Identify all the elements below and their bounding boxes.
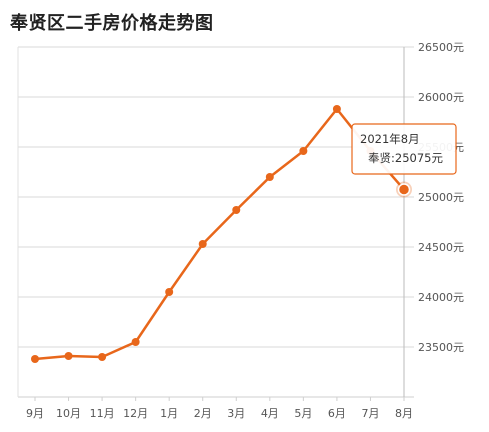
highlighted-data-point[interactable]	[397, 183, 411, 196]
y-tick-label: 23500元	[418, 341, 464, 354]
data-point[interactable]	[299, 147, 308, 155]
x-tick-label: 12月	[123, 407, 148, 420]
y-tick-label: 26500元	[418, 41, 464, 54]
x-tick-label: 11月	[90, 407, 115, 420]
data-point[interactable]	[232, 206, 241, 214]
x-tick-label: 4月	[261, 407, 279, 420]
x-tick-label: 8月	[395, 407, 413, 420]
data-point[interactable]	[131, 338, 140, 346]
x-tick-label: 2月	[194, 407, 212, 420]
x-tick-label: 1月	[160, 407, 178, 420]
data-point[interactable]	[64, 352, 73, 360]
x-tick-label: 6月	[328, 407, 346, 420]
data-point[interactable]	[332, 105, 341, 113]
data-point[interactable]	[31, 355, 39, 363]
series-layer	[31, 105, 412, 363]
tooltip-box	[351, 123, 457, 175]
chart-title: 奉贤区二手房价格走势图	[10, 13, 214, 34]
x-tick-label: 5月	[294, 407, 312, 420]
y-tick-label: 25000元	[418, 191, 464, 204]
series-line	[33, 107, 406, 361]
x-tick-label: 10月	[56, 407, 81, 420]
x-tick-label: 7月	[361, 407, 379, 420]
data-point[interactable]	[165, 288, 174, 296]
y-axis-ticks: 23500元24000元24500元25000元25500元26000元2650…	[418, 41, 464, 354]
y-tick-label: 24500元	[418, 241, 464, 254]
x-tick-label: 3月	[227, 407, 245, 420]
data-point[interactable]	[198, 240, 207, 248]
y-tick-label: 24000元	[418, 291, 464, 304]
tooltip-date: 2021年8月	[360, 132, 420, 146]
grid-lines	[17, 46, 414, 401]
data-point[interactable]	[98, 353, 107, 361]
y-tick-label: 26000元	[418, 91, 464, 104]
x-axis-ticks: 9月 10月 11月 12月 1月 2月 3月 4月 5月 6月 7月 8月	[26, 407, 413, 420]
data-point[interactable]	[265, 173, 274, 181]
x-tick-label: 9月	[26, 407, 44, 420]
tooltip-value: 奉贤:25075元	[368, 151, 443, 165]
